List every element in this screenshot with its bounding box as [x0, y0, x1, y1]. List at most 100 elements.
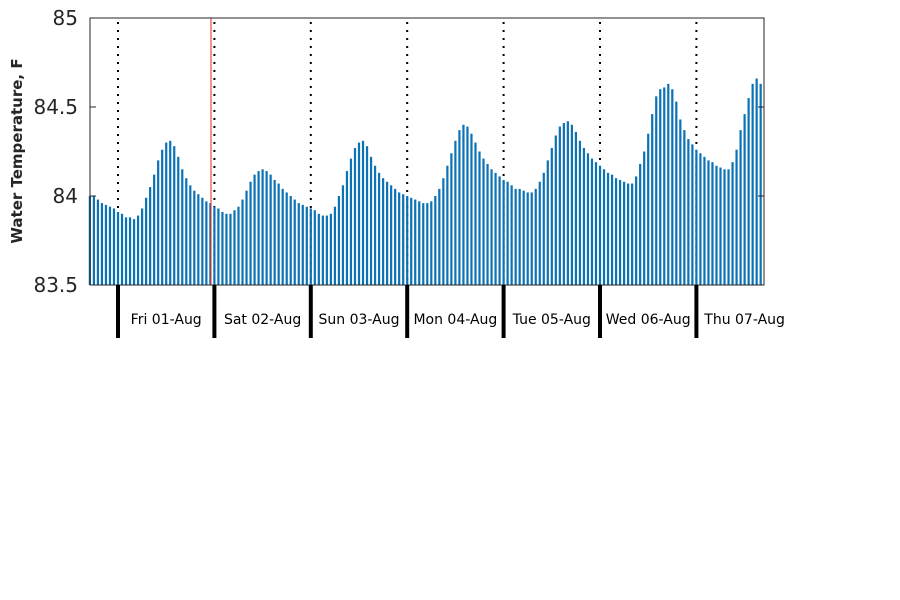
bar	[538, 181, 541, 285]
bar	[582, 147, 586, 285]
bar	[414, 199, 417, 285]
bar	[470, 133, 473, 285]
bar	[534, 188, 537, 285]
bar	[747, 98, 750, 285]
bar	[197, 194, 200, 285]
bar	[285, 192, 288, 285]
bar	[124, 217, 128, 285]
bar	[261, 169, 264, 285]
bar	[647, 133, 650, 285]
day-label: Tue 05-Aug	[512, 312, 591, 328]
bar	[490, 169, 493, 285]
bar	[598, 165, 602, 285]
bar	[112, 208, 116, 285]
bar	[711, 162, 714, 285]
bar	[639, 163, 642, 285]
bar	[141, 208, 144, 285]
bar	[546, 160, 549, 285]
day-label: Fri 01-Aug	[131, 312, 202, 328]
bar	[108, 206, 112, 285]
bar	[719, 167, 722, 285]
bar	[618, 179, 622, 285]
day-label: Sat 02-Aug	[224, 312, 301, 328]
bar	[759, 83, 762, 285]
bar	[446, 165, 449, 285]
bar	[514, 188, 517, 285]
bar	[406, 196, 409, 285]
bar	[434, 196, 437, 285]
bar	[494, 172, 497, 285]
bar	[450, 153, 453, 285]
bar	[739, 130, 742, 285]
bar	[454, 140, 457, 285]
bar	[390, 185, 393, 285]
bar	[309, 208, 312, 285]
bar	[281, 188, 284, 285]
bar	[502, 179, 505, 285]
bar	[430, 201, 433, 285]
bar	[659, 89, 662, 285]
bar	[651, 114, 654, 286]
bar	[755, 78, 758, 286]
bar	[623, 181, 626, 285]
bar	[610, 174, 614, 285]
bar	[173, 146, 176, 285]
bar	[165, 142, 168, 285]
day-label: Sun 03-Aug	[319, 312, 400, 328]
bar	[735, 149, 738, 285]
bar	[522, 190, 525, 285]
bar	[313, 210, 316, 285]
bar	[213, 206, 216, 285]
bar	[550, 147, 553, 285]
bar	[104, 204, 108, 285]
bar	[554, 135, 557, 285]
bar	[329, 213, 332, 285]
bar	[361, 140, 365, 285]
bar	[217, 208, 220, 285]
bar	[526, 192, 529, 285]
bar	[369, 156, 373, 285]
bar	[289, 196, 292, 285]
bar	[715, 165, 718, 285]
bar	[157, 160, 160, 285]
bar	[394, 188, 397, 285]
bar	[257, 171, 260, 285]
bar	[325, 215, 328, 285]
bar	[253, 174, 256, 285]
bar	[542, 172, 545, 285]
bar	[426, 203, 429, 285]
bar	[703, 156, 706, 285]
bar	[590, 158, 594, 285]
bar	[518, 188, 521, 285]
bar	[345, 171, 349, 285]
bar	[169, 140, 172, 285]
bar	[237, 206, 240, 285]
bar	[233, 210, 236, 285]
bar	[149, 187, 152, 285]
bar	[241, 199, 244, 285]
day-label: Thu 07-Aug	[703, 312, 785, 328]
bar	[695, 149, 698, 285]
bar	[373, 165, 377, 285]
bar	[574, 131, 578, 285]
bar	[635, 176, 638, 285]
bar	[377, 172, 381, 285]
bar	[161, 149, 164, 285]
bar	[221, 212, 224, 285]
bar	[679, 119, 682, 286]
bar	[723, 169, 726, 285]
y-axis-label: Water Temperature, F	[8, 58, 26, 243]
bar	[92, 196, 96, 285]
bar	[181, 169, 184, 285]
bar	[707, 160, 710, 285]
bar	[683, 130, 686, 285]
y-tick-label: 83.5	[33, 273, 78, 297]
y-axis: 83.5 84 84.5 85	[33, 6, 764, 297]
bar	[743, 114, 746, 286]
bar	[727, 169, 730, 285]
bar	[189, 185, 192, 285]
bar	[438, 188, 441, 285]
bar	[631, 183, 634, 285]
bar	[245, 190, 248, 285]
